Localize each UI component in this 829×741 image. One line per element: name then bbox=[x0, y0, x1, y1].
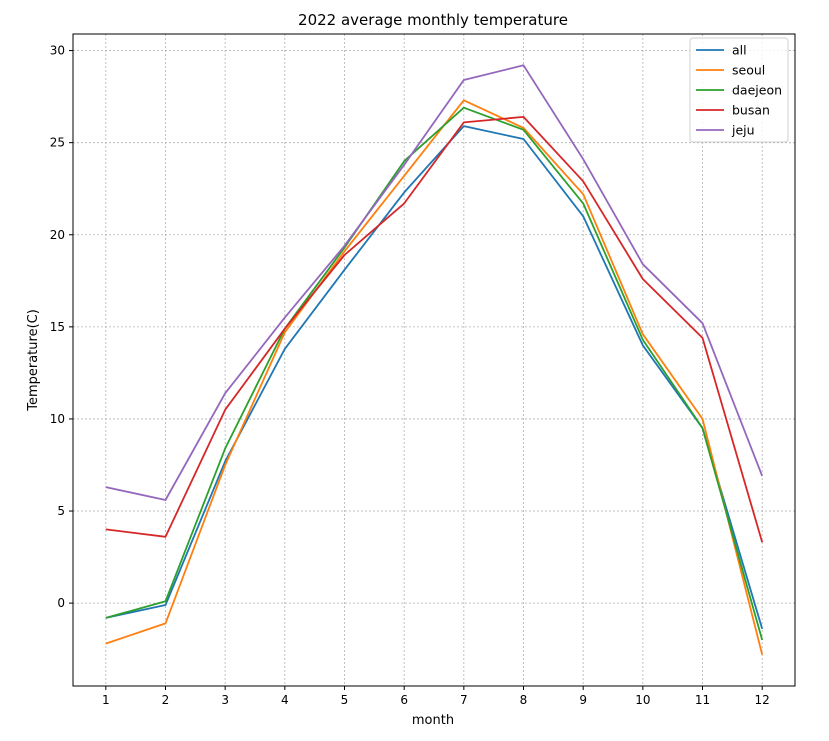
x-tick-label: 9 bbox=[579, 693, 587, 707]
legend-label-daejeon: daejeon bbox=[732, 83, 782, 98]
grid bbox=[73, 34, 795, 686]
x-tick-label: 1 bbox=[102, 693, 110, 707]
series-line-busan bbox=[105, 116, 764, 543]
y-tick-label: 25 bbox=[50, 136, 65, 150]
y-tick-label: 5 bbox=[57, 504, 65, 518]
x-axis-label: month bbox=[412, 713, 454, 728]
x-tick-label: 3 bbox=[221, 693, 229, 707]
y-tick-label: 10 bbox=[50, 412, 65, 426]
series-lines bbox=[105, 64, 764, 655]
x-tick-label: 7 bbox=[460, 693, 468, 707]
x-tick-label: 12 bbox=[755, 693, 770, 707]
y-axis-label: Temperature(C) bbox=[26, 309, 41, 412]
y-tick-label: 0 bbox=[57, 596, 65, 610]
series-line-seoul bbox=[105, 99, 764, 655]
x-tick-label: 5 bbox=[341, 693, 349, 707]
series-line-daejeon bbox=[105, 106, 764, 641]
x-tick-label: 11 bbox=[695, 693, 710, 707]
legend-label-busan: busan bbox=[732, 103, 770, 118]
chart-title: 2022 average monthly temperature bbox=[298, 11, 568, 29]
plot-frame bbox=[72, 33, 796, 687]
x-tick-label: 6 bbox=[400, 693, 408, 707]
y-tick-label: 30 bbox=[50, 44, 65, 58]
x-tick-label: 10 bbox=[635, 693, 650, 707]
legend-label-jeju: jeju bbox=[731, 123, 755, 138]
series-line-all bbox=[105, 125, 764, 630]
y-tick-label: 15 bbox=[50, 320, 65, 334]
x-tick-label: 4 bbox=[281, 693, 289, 707]
series-line-jeju bbox=[105, 64, 764, 501]
legend-label-seoul: seoul bbox=[732, 63, 765, 78]
legend-box bbox=[689, 37, 789, 143]
x-tick-label: 8 bbox=[520, 693, 528, 707]
x-tick-label: 2 bbox=[162, 693, 170, 707]
y-tick-label: 20 bbox=[50, 228, 65, 242]
legend: all seoul daejeon busan jeju bbox=[689, 37, 789, 143]
legend-label-all: all bbox=[732, 43, 747, 58]
